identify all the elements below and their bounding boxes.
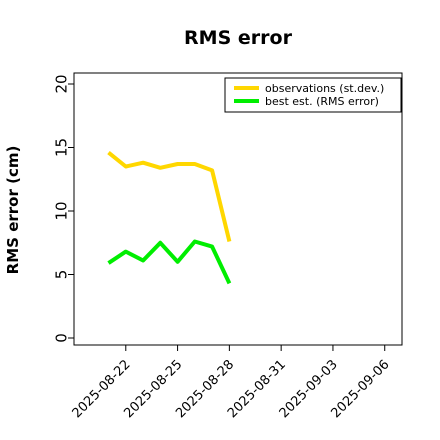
series-line-1 <box>107 239 232 285</box>
series-layer <box>107 151 232 285</box>
plot-area <box>73 72 403 346</box>
y-tick-label: 20 <box>52 74 70 93</box>
chart-title: RMS error <box>184 27 293 49</box>
y-tick-label: 15 <box>52 138 70 157</box>
legend-box <box>224 77 402 113</box>
legend-label: observations (st.dev.) <box>265 82 384 95</box>
series-line-0 <box>107 151 232 242</box>
x-axis: 2025-08-222025-08-252025-08-282025-08-31… <box>70 345 393 421</box>
y-axis-label: RMS error (cm) <box>4 146 22 275</box>
legend: observations (st.dev.)best est. (RMS err… <box>224 77 402 113</box>
y-tick-label: 10 <box>52 201 70 220</box>
y-axis: 0 5 10 15 20 <box>52 74 74 343</box>
y-tick-label: 5 <box>52 270 70 280</box>
legend-label: best est. (RMS error) <box>265 95 379 108</box>
y-tick-label: 0 <box>52 333 70 343</box>
